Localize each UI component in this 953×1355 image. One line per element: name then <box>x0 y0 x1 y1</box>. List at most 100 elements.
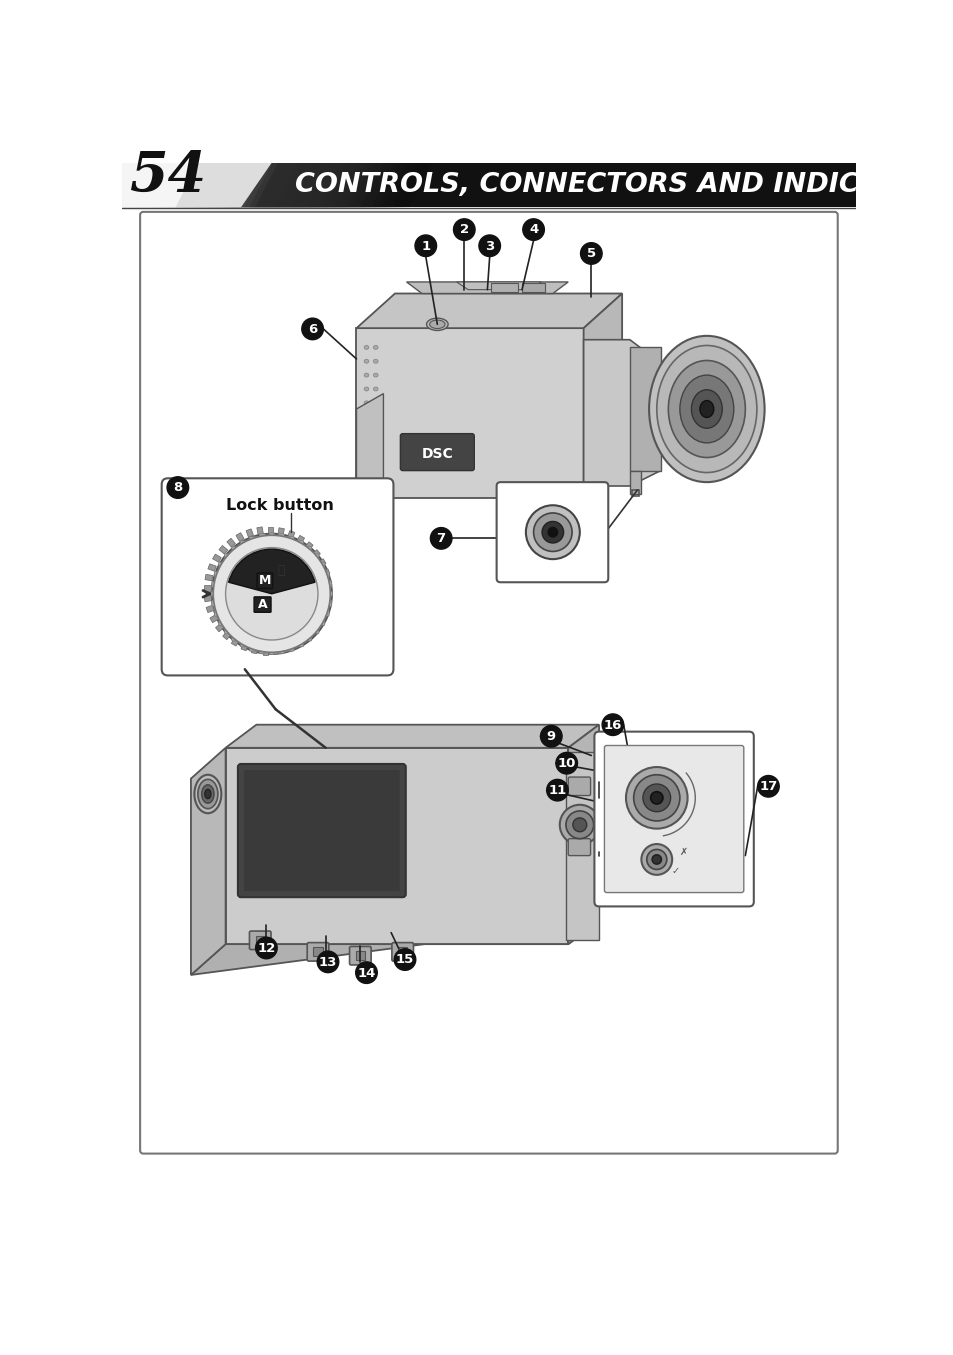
Circle shape <box>255 938 277 959</box>
Circle shape <box>415 234 436 256</box>
Bar <box>255 936 265 944</box>
Ellipse shape <box>364 359 369 363</box>
Polygon shape <box>120 163 297 207</box>
Polygon shape <box>131 163 308 207</box>
Bar <box>491 283 517 291</box>
Bar <box>213 554 221 562</box>
Polygon shape <box>157 163 335 207</box>
Ellipse shape <box>429 320 444 328</box>
FancyBboxPatch shape <box>269 533 274 545</box>
Polygon shape <box>356 393 383 497</box>
Ellipse shape <box>373 428 377 432</box>
Ellipse shape <box>364 470 369 474</box>
Ellipse shape <box>364 388 369 390</box>
Ellipse shape <box>364 401 369 405</box>
Polygon shape <box>238 163 416 207</box>
Bar <box>317 558 326 566</box>
FancyBboxPatch shape <box>161 478 393 675</box>
Text: 1: 1 <box>421 240 430 252</box>
Polygon shape <box>179 163 356 207</box>
FancyBboxPatch shape <box>308 625 318 634</box>
FancyBboxPatch shape <box>232 546 241 557</box>
Bar <box>252 646 257 653</box>
Polygon shape <box>121 163 272 207</box>
FancyBboxPatch shape <box>392 943 413 961</box>
FancyBboxPatch shape <box>319 600 332 606</box>
Polygon shape <box>136 163 313 207</box>
FancyBboxPatch shape <box>294 541 303 551</box>
Polygon shape <box>254 163 432 207</box>
FancyBboxPatch shape <box>259 534 265 546</box>
Text: 6: 6 <box>308 322 317 336</box>
Ellipse shape <box>373 373 377 377</box>
Bar <box>308 627 316 635</box>
Bar <box>262 648 268 654</box>
FancyBboxPatch shape <box>224 554 235 564</box>
FancyBboxPatch shape <box>214 572 226 579</box>
Circle shape <box>430 527 452 549</box>
FancyBboxPatch shape <box>568 776 590 795</box>
Bar <box>565 752 598 940</box>
Ellipse shape <box>426 318 448 331</box>
FancyBboxPatch shape <box>212 600 224 606</box>
Ellipse shape <box>364 346 369 350</box>
Circle shape <box>522 218 544 240</box>
Polygon shape <box>173 163 351 207</box>
Bar <box>206 606 214 612</box>
Circle shape <box>633 775 679 821</box>
Circle shape <box>225 547 317 640</box>
FancyBboxPatch shape <box>307 943 329 961</box>
Circle shape <box>167 477 189 499</box>
Polygon shape <box>152 163 329 207</box>
Text: 8: 8 <box>173 481 182 495</box>
FancyBboxPatch shape <box>349 946 371 965</box>
Polygon shape <box>141 163 318 207</box>
Text: 16: 16 <box>603 718 621 732</box>
Text: 14: 14 <box>357 966 375 980</box>
FancyBboxPatch shape <box>319 581 332 587</box>
Polygon shape <box>568 725 598 944</box>
FancyBboxPatch shape <box>212 581 224 587</box>
Bar <box>121 163 856 207</box>
Ellipse shape <box>194 775 221 813</box>
Circle shape <box>650 791 662 804</box>
Circle shape <box>317 951 338 973</box>
Bar <box>629 470 640 493</box>
Bar <box>319 610 328 618</box>
Bar <box>325 591 332 596</box>
Circle shape <box>212 534 332 654</box>
Polygon shape <box>233 163 410 207</box>
Circle shape <box>478 234 500 256</box>
FancyBboxPatch shape <box>237 764 405 897</box>
Circle shape <box>625 767 687 829</box>
FancyBboxPatch shape <box>249 537 256 549</box>
Ellipse shape <box>656 346 756 473</box>
Polygon shape <box>98 163 275 207</box>
Polygon shape <box>147 163 324 207</box>
Bar <box>632 491 639 496</box>
Bar <box>300 634 309 644</box>
Text: 9: 9 <box>546 730 556 743</box>
FancyBboxPatch shape <box>294 635 303 646</box>
Circle shape <box>580 243 601 264</box>
Circle shape <box>453 218 475 240</box>
Bar <box>397 947 407 957</box>
FancyBboxPatch shape <box>253 598 271 612</box>
Bar <box>277 528 284 535</box>
Text: 3: 3 <box>484 240 494 252</box>
FancyBboxPatch shape <box>320 592 333 596</box>
FancyBboxPatch shape <box>287 640 294 652</box>
Ellipse shape <box>197 779 217 809</box>
Text: 10: 10 <box>557 757 576 770</box>
FancyBboxPatch shape <box>259 641 265 653</box>
Polygon shape <box>185 163 361 207</box>
Circle shape <box>548 527 557 537</box>
FancyBboxPatch shape <box>317 572 329 579</box>
FancyBboxPatch shape <box>287 537 294 549</box>
Bar <box>324 580 332 587</box>
FancyBboxPatch shape <box>278 534 284 546</box>
FancyBboxPatch shape <box>211 592 223 596</box>
FancyBboxPatch shape <box>240 635 249 646</box>
Text: A: A <box>257 598 267 611</box>
Circle shape <box>546 779 568 801</box>
